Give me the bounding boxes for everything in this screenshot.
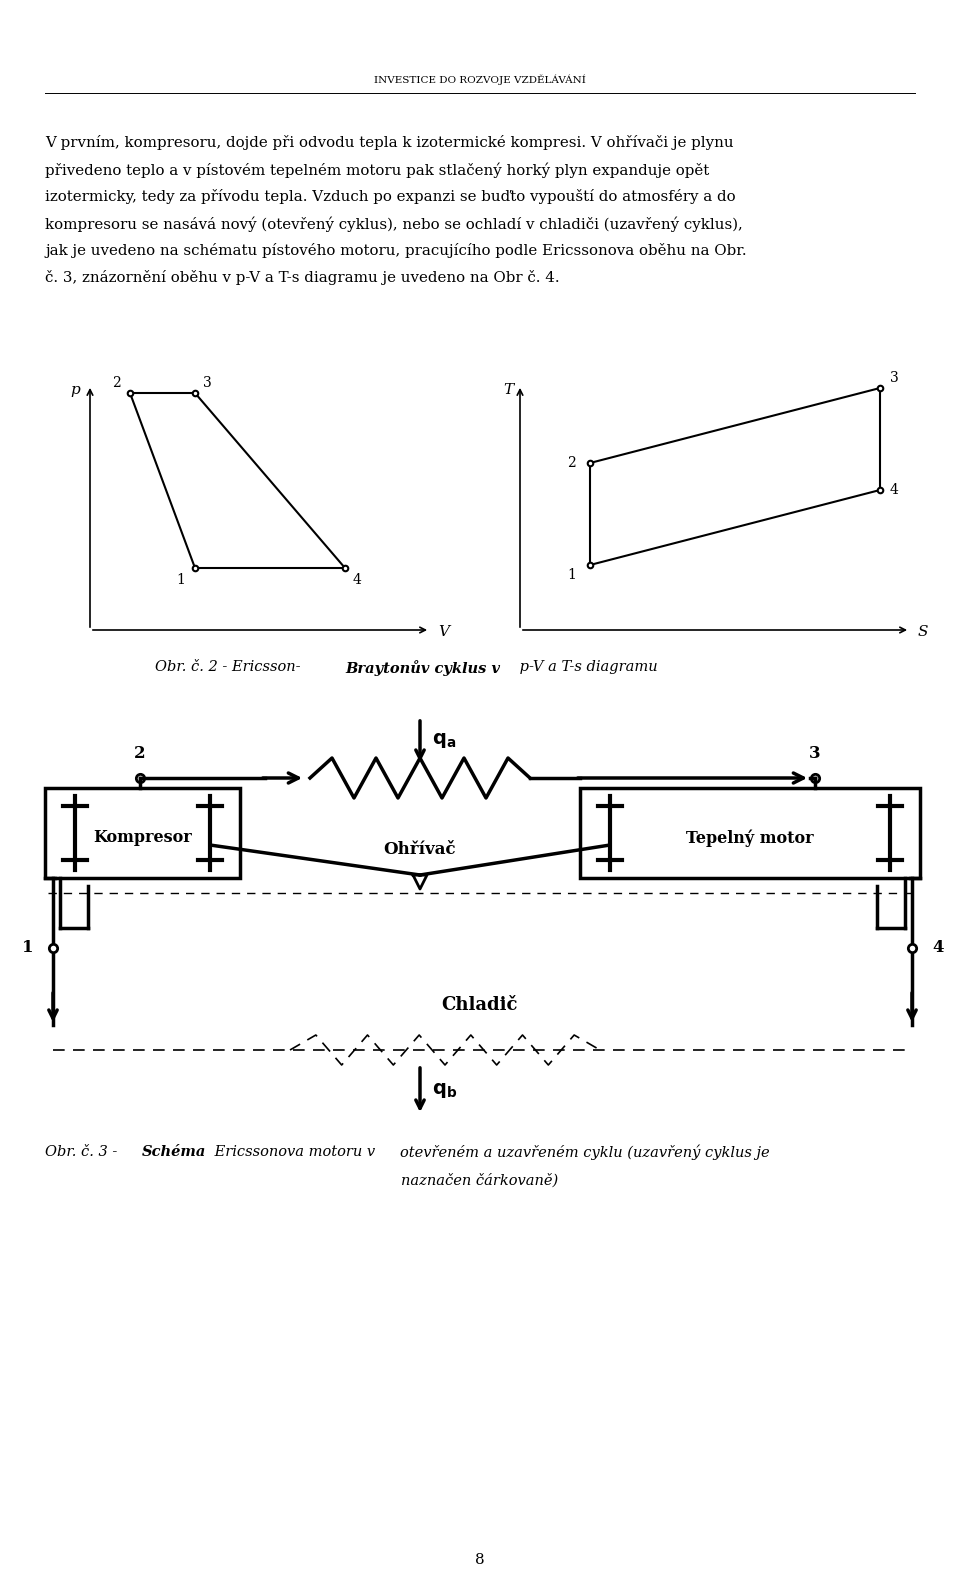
Text: 3: 3 <box>890 372 899 384</box>
Text: č. 3, znázornění oběhu v p-V a T-s diagramu je uvedeno na Obr č. 4.: č. 3, znázornění oběhu v p-V a T-s diagr… <box>45 270 560 284</box>
Text: 3: 3 <box>203 376 212 391</box>
Bar <box>45 788 240 878</box>
Text: naznačen čárkovaně): naznačen čárkovaně) <box>401 1174 559 1188</box>
Text: izotermicky, tedy za přívodu tepla. Vzduch po expanzi se buďto vypouští do atmos: izotermicky, tedy za přívodu tepla. Vzdu… <box>45 189 735 203</box>
Text: V: V <box>438 626 449 638</box>
Text: přivedeno teplo a v pístovém tepelném motoru pak stlačený horký plyn expanduje o: přivedeno teplo a v pístovém tepelném mo… <box>45 162 709 178</box>
Text: Ericssonova motoru v: Ericssonova motoru v <box>210 1145 380 1159</box>
Text: jak je uvedeno na schématu pístového motoru, pracujícího podle Ericssonova oběhu: jak je uvedeno na schématu pístového mot… <box>45 243 747 257</box>
Text: Obr. č. 2 - Ericsson-: Obr. č. 2 - Ericsson- <box>155 661 300 673</box>
Text: Tepelný motor: Tepelný motor <box>686 829 814 846</box>
Text: 4: 4 <box>353 573 362 588</box>
Text: $\mathbf{q_a}$: $\mathbf{q_a}$ <box>432 730 456 750</box>
Text: Ohřívač: Ohřívač <box>384 842 456 859</box>
Bar <box>580 788 920 878</box>
Text: 1: 1 <box>177 573 185 588</box>
Text: 1: 1 <box>21 940 33 956</box>
Text: kompresoru se nasává nový (otevřený cyklus), nebo se ochladí v chladiči (uzavřen: kompresoru se nasává nový (otevřený cykl… <box>45 216 743 232</box>
Text: S: S <box>918 626 928 638</box>
Text: otevřeném a uzavřeném cyklu (uzavřený cyklus je: otevřeném a uzavřeném cyklu (uzavřený cy… <box>400 1145 770 1161</box>
Text: 2: 2 <box>134 745 146 762</box>
Text: Braytonův cyklus v: Braytonův cyklus v <box>345 661 500 676</box>
Text: p: p <box>70 383 80 397</box>
Text: 8: 8 <box>475 1553 485 1567</box>
Text: 3: 3 <box>809 745 821 762</box>
Text: 1: 1 <box>567 569 576 581</box>
Text: Schéma: Schéma <box>142 1145 206 1159</box>
Text: T: T <box>503 383 513 397</box>
Text: p-V a T-s diagramu: p-V a T-s diagramu <box>515 661 658 673</box>
Text: Obr. č. 3 -: Obr. č. 3 - <box>45 1145 122 1159</box>
Text: Kompresor: Kompresor <box>93 829 192 846</box>
Text: 2: 2 <box>567 456 576 470</box>
Text: 4: 4 <box>890 483 899 497</box>
Text: 2: 2 <box>111 376 120 391</box>
Text: V prvním, kompresoru, dojde při odvodu tepla k izotermické kompresi. V ohřívači : V prvním, kompresoru, dojde při odvodu t… <box>45 135 733 149</box>
Text: $\mathbf{q_b}$: $\mathbf{q_b}$ <box>432 1080 457 1099</box>
Text: INVESTICE DO ROZVOJE VZDĚLÁVÁNÍ: INVESTICE DO ROZVOJE VZDĚLÁVÁNÍ <box>374 75 586 86</box>
Text: 4: 4 <box>932 940 944 956</box>
Text: Chladič: Chladič <box>442 996 518 1015</box>
